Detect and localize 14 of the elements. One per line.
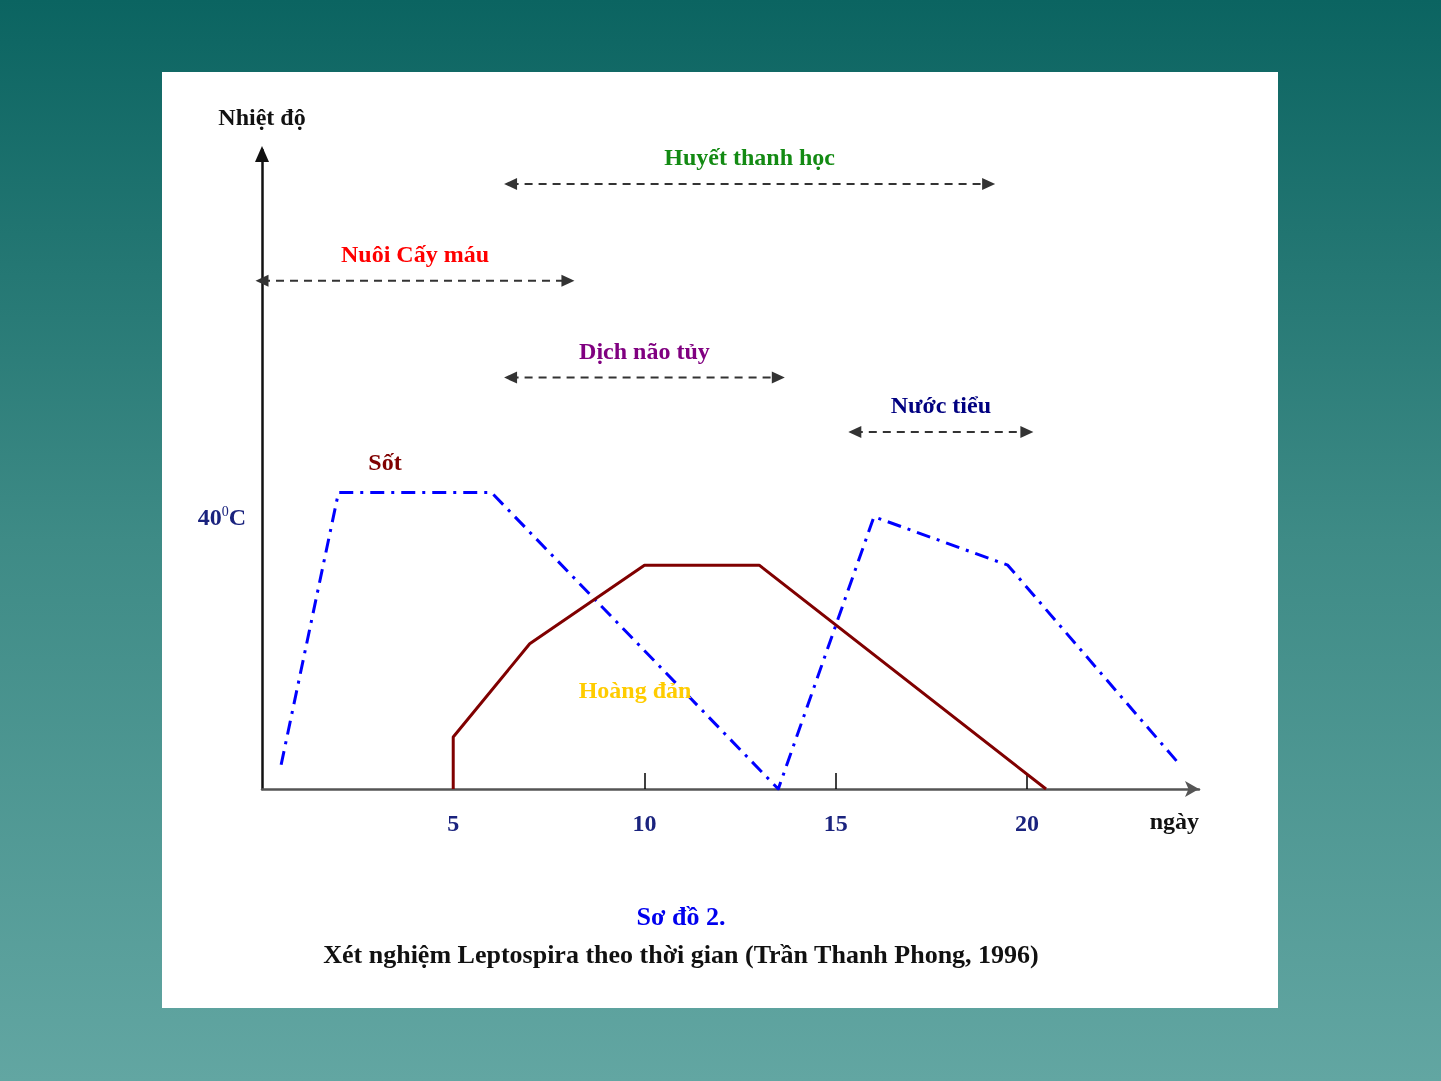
annotation: Sốt bbox=[368, 449, 402, 475]
x-tick-label: 20 bbox=[1014, 810, 1039, 836]
series-label: Nuôi Cấy máu bbox=[340, 240, 489, 267]
text: Xét nghiệm Leptospira theo thời gian (Trần Thanh Phong, 1996) bbox=[323, 939, 1039, 969]
x-tick-label: 15 bbox=[823, 810, 848, 836]
text: Sơ đồ 2. bbox=[636, 901, 726, 931]
text: Nhiệt độ bbox=[218, 104, 306, 130]
series-label: Nước tiểu bbox=[890, 392, 992, 419]
series-label: Huyết thanh học bbox=[664, 144, 836, 170]
series-label: Dịch não tủy bbox=[579, 337, 710, 364]
x-axis-title: ngày bbox=[1149, 808, 1199, 834]
x-tick-label: 10 bbox=[632, 810, 657, 836]
x-tick-label: 5 bbox=[447, 810, 460, 836]
annotation: Hoàng đản bbox=[578, 677, 692, 703]
